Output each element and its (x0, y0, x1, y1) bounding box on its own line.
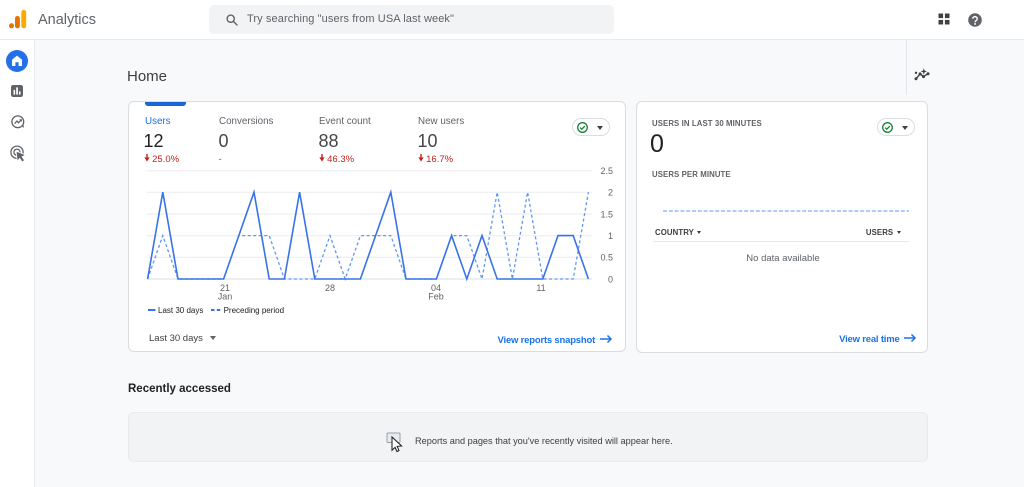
svg-text:1: 1 (608, 231, 613, 241)
svg-text:Jan: Jan (218, 292, 233, 302)
svg-text:0.5: 0.5 (600, 253, 613, 263)
svg-text:28: 28 (325, 283, 335, 293)
svg-text:21: 21 (220, 283, 230, 293)
svg-text:11: 11 (536, 283, 545, 293)
svg-text:2.5: 2.5 (600, 166, 613, 176)
svg-text:0: 0 (608, 274, 613, 284)
svg-text:2: 2 (608, 188, 613, 198)
svg-text:Feb: Feb (428, 292, 444, 302)
svg-text:04: 04 (431, 283, 441, 293)
svg-text:1.5: 1.5 (600, 209, 613, 219)
